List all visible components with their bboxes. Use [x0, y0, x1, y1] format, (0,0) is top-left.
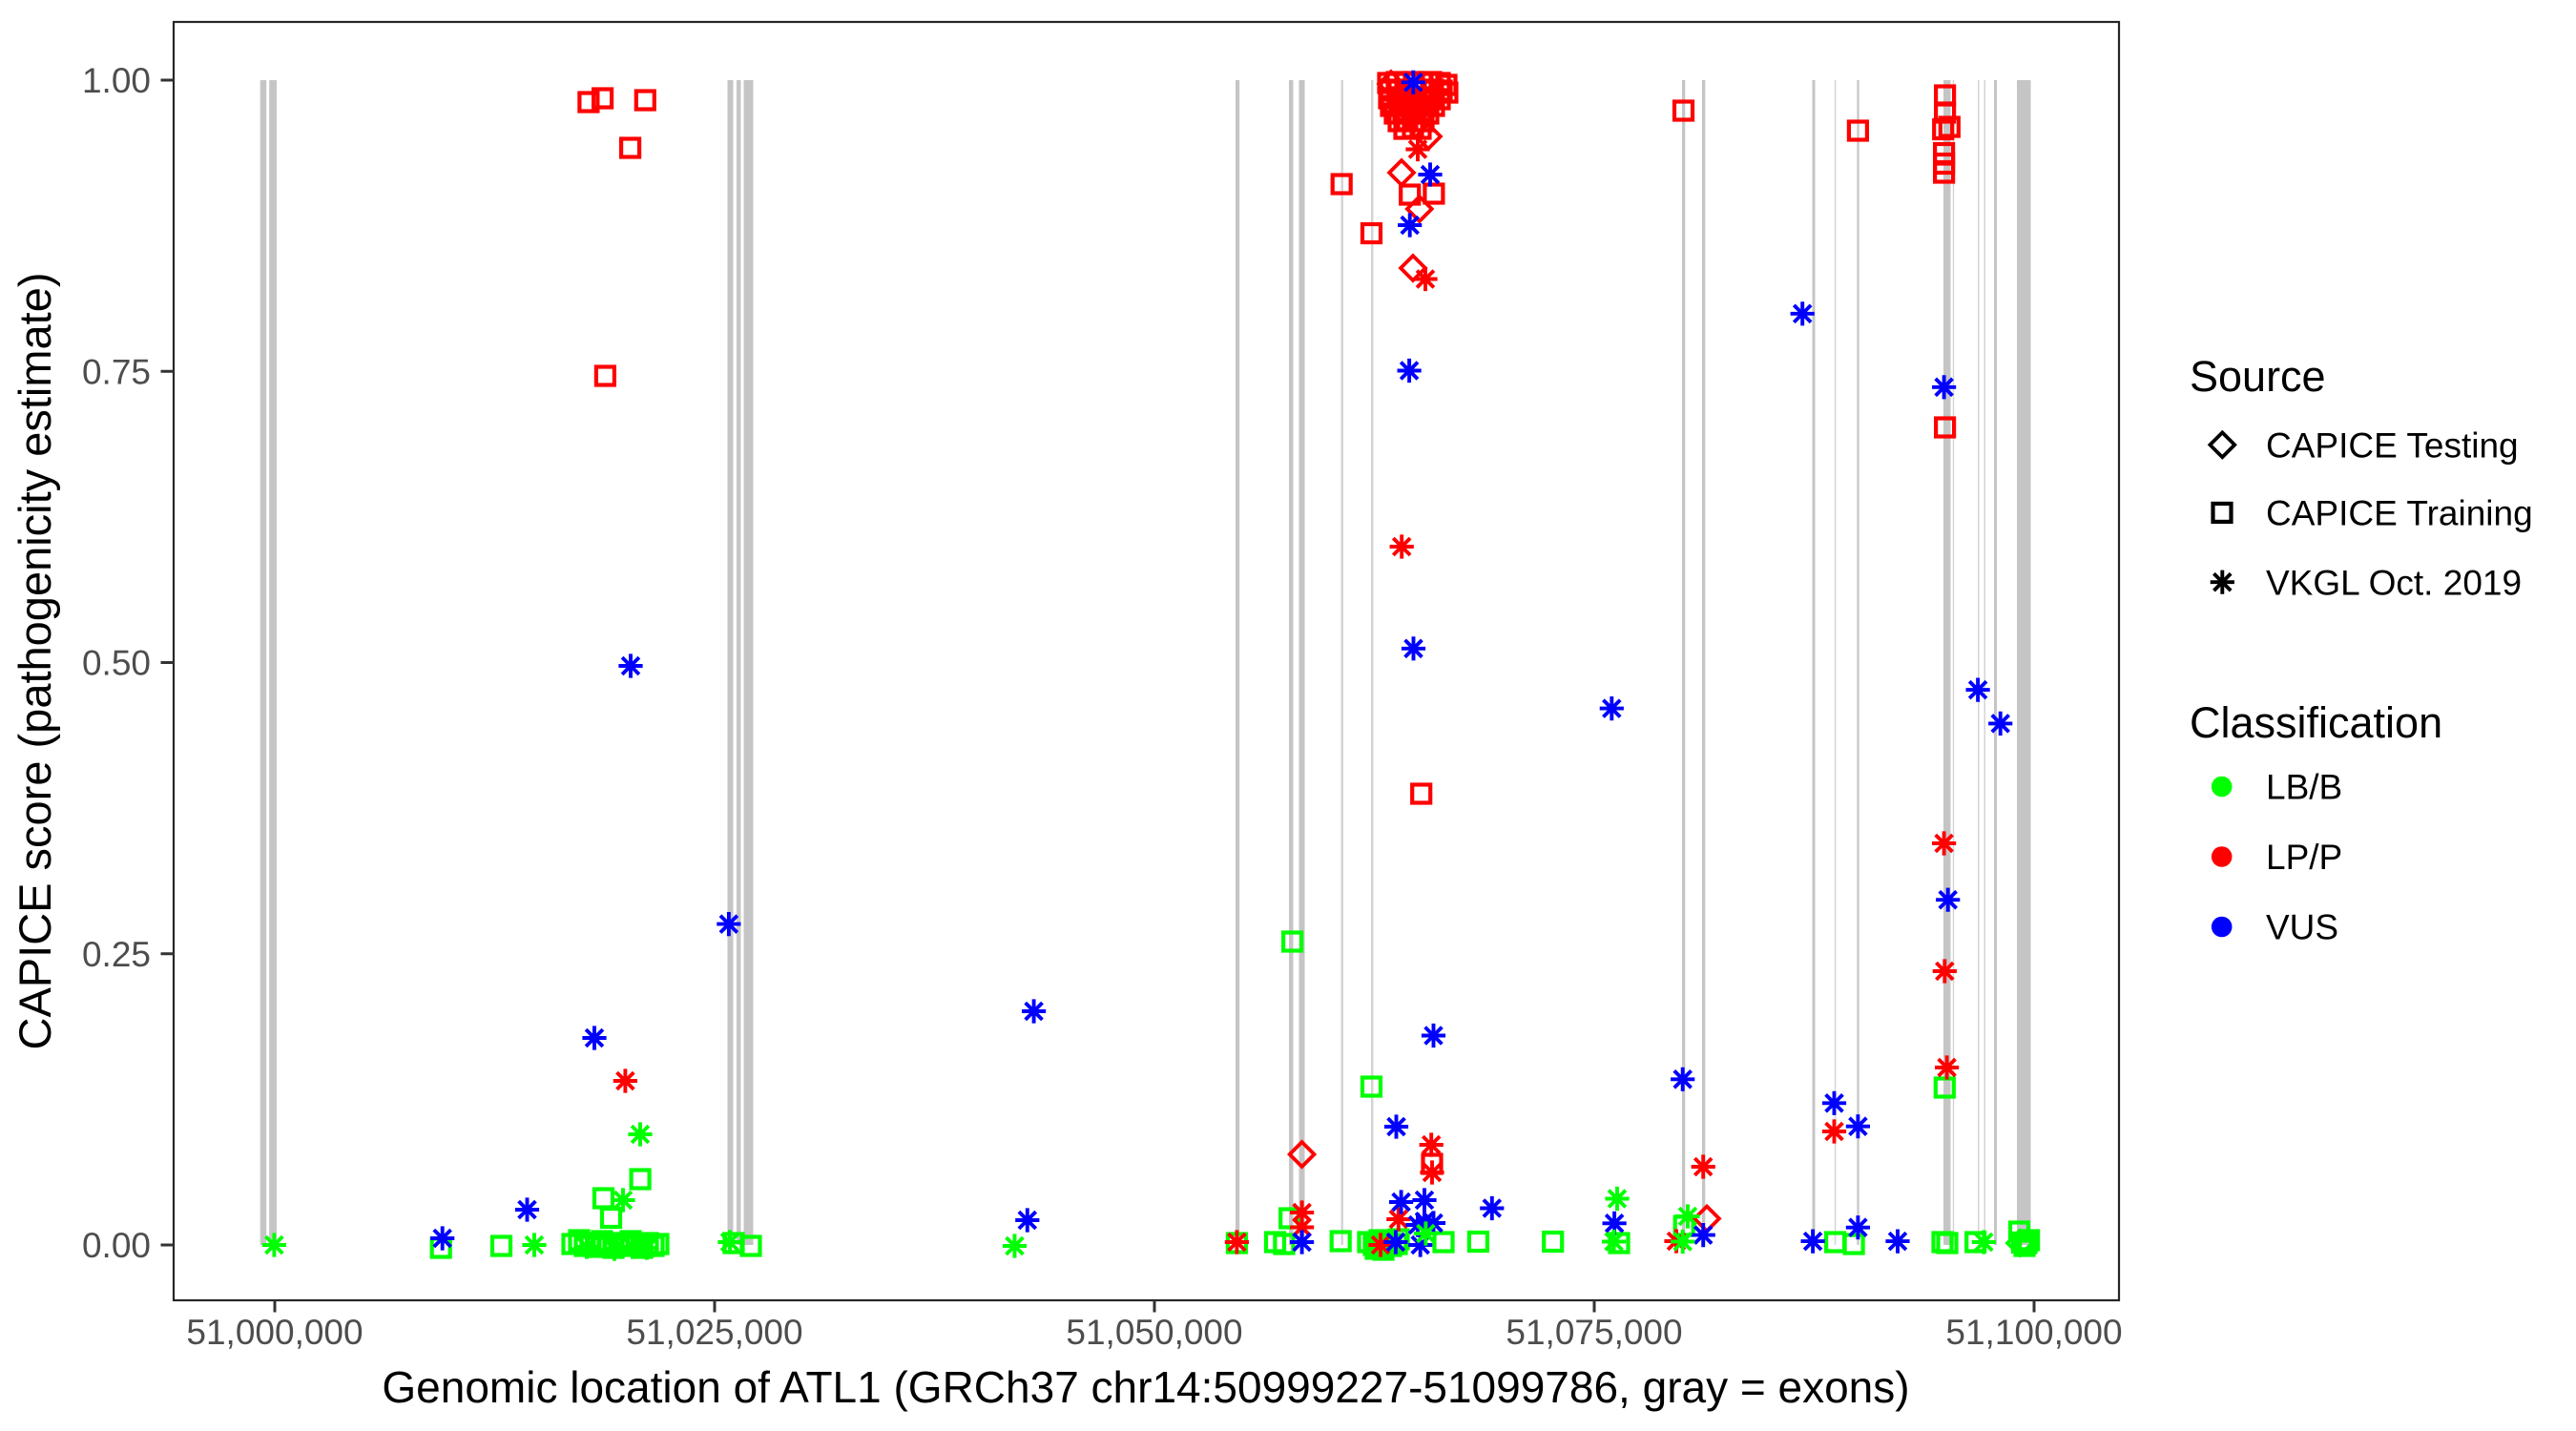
svg-text:0.00: 0.00 — [82, 1226, 151, 1265]
svg-text:51,075,000: 51,075,000 — [1506, 1313, 1682, 1352]
svg-text:1.00: 1.00 — [82, 61, 151, 100]
svg-text:CAPICE Training: CAPICE Training — [2266, 494, 2533, 533]
svg-text:VUS: VUS — [2266, 908, 2338, 947]
svg-text:51,000,000: 51,000,000 — [186, 1313, 363, 1352]
svg-text:CAPICE Testing: CAPICE Testing — [2266, 426, 2519, 466]
svg-text:0.25: 0.25 — [82, 935, 151, 974]
svg-text:0.75: 0.75 — [82, 352, 151, 391]
svg-text:Source: Source — [2190, 352, 2326, 401]
svg-text:LP/P: LP/P — [2266, 838, 2342, 877]
svg-text:51,025,000: 51,025,000 — [626, 1313, 802, 1352]
svg-text:VKGL Oct. 2019: VKGL Oct. 2019 — [2266, 564, 2522, 603]
svg-text:Genomic location of ATL1 (GRCh: Genomic location of ATL1 (GRCh37 chr14:5… — [382, 1362, 1909, 1412]
svg-text:CAPICE score (pathogenicity es: CAPICE score (pathogenicity estimate) — [10, 273, 60, 1050]
svg-text:51,100,000: 51,100,000 — [1945, 1313, 2122, 1352]
svg-text:LB/B: LB/B — [2266, 768, 2342, 807]
svg-text:0.50: 0.50 — [82, 644, 151, 683]
svg-text:Classification: Classification — [2190, 698, 2442, 747]
svg-text:51,050,000: 51,050,000 — [1066, 1313, 1242, 1352]
